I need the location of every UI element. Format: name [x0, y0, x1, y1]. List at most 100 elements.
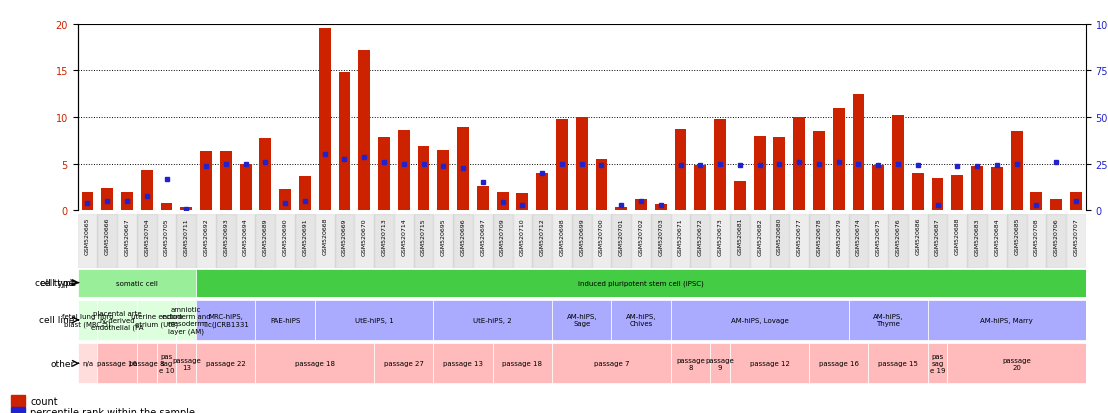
Text: GSM520680: GSM520680 [777, 217, 782, 255]
Text: passage 22: passage 22 [206, 361, 246, 366]
FancyBboxPatch shape [493, 344, 552, 383]
Text: GSM520708: GSM520708 [1034, 217, 1039, 255]
Text: MRC-hiPS,
Tic(JCRB1331: MRC-hiPS, Tic(JCRB1331 [203, 313, 249, 327]
Bar [730, 215, 750, 268]
Bar [433, 215, 453, 268]
Text: GSM520673: GSM520673 [718, 217, 722, 255]
Text: passage 18: passage 18 [295, 361, 335, 366]
Bar [789, 215, 809, 268]
Text: GSM520676: GSM520676 [895, 217, 901, 255]
Text: GSM520707: GSM520707 [1074, 217, 1078, 255]
Bar [869, 215, 889, 268]
Bar [615, 208, 627, 211]
Text: AM-hiPS, Lovage: AM-hiPS, Lovage [731, 317, 789, 323]
Bar [1046, 215, 1066, 268]
Text: GSM520691: GSM520691 [302, 217, 307, 255]
Bar [733, 182, 746, 211]
Text: count: count [31, 396, 58, 406]
FancyBboxPatch shape [176, 300, 196, 340]
Bar [513, 215, 532, 268]
Bar [1066, 215, 1086, 268]
Bar [137, 215, 156, 268]
Bar [1030, 192, 1043, 211]
Text: AM-hiPS,
Thyme: AM-hiPS, Thyme [873, 313, 903, 327]
Text: GSM520697: GSM520697 [481, 217, 485, 255]
Bar [912, 173, 924, 211]
Text: GSM520714: GSM520714 [401, 217, 407, 255]
Text: AM-hiPS,
Chives: AM-hiPS, Chives [626, 313, 656, 327]
Bar [932, 178, 944, 211]
FancyBboxPatch shape [433, 344, 493, 383]
FancyBboxPatch shape [869, 344, 927, 383]
Text: GDS3842 / 15493: GDS3842 / 15493 [88, 0, 201, 1]
Bar [770, 215, 789, 268]
Bar [295, 215, 315, 268]
Bar [438, 150, 449, 211]
Bar [398, 131, 410, 211]
Text: passage
8: passage 8 [676, 357, 705, 370]
FancyBboxPatch shape [927, 344, 947, 383]
Bar [315, 215, 335, 268]
FancyBboxPatch shape [98, 344, 137, 383]
Text: GSM520675: GSM520675 [875, 217, 881, 255]
Text: GSM520679: GSM520679 [837, 217, 841, 255]
FancyBboxPatch shape [78, 344, 98, 383]
Bar [393, 215, 413, 268]
Bar [82, 192, 93, 211]
Text: passage 16: passage 16 [98, 361, 137, 366]
Bar [453, 215, 473, 268]
Text: GSM520706: GSM520706 [1054, 217, 1058, 255]
FancyBboxPatch shape [137, 300, 176, 340]
FancyBboxPatch shape [196, 269, 1086, 297]
Bar [378, 138, 390, 211]
FancyBboxPatch shape [927, 300, 1086, 340]
Bar [833, 109, 844, 211]
Bar [493, 215, 513, 268]
Text: uterine endom
etrium (UtE): uterine endom etrium (UtE) [131, 313, 183, 327]
Text: passage
9: passage 9 [706, 357, 735, 370]
Text: AM-hiPS,
Sage: AM-hiPS, Sage [566, 313, 597, 327]
Bar [872, 166, 884, 211]
FancyBboxPatch shape [315, 300, 433, 340]
Bar [987, 215, 1007, 268]
Bar [141, 171, 153, 211]
Text: passage 16: passage 16 [819, 361, 859, 366]
Bar [612, 215, 632, 268]
FancyBboxPatch shape [947, 344, 1086, 383]
Bar [532, 215, 552, 268]
Bar [117, 215, 137, 268]
Bar [319, 29, 330, 211]
Text: GSM520687: GSM520687 [935, 217, 940, 255]
Bar [773, 137, 786, 211]
Bar [670, 215, 690, 268]
Bar [991, 168, 1003, 211]
Bar [335, 215, 355, 268]
FancyBboxPatch shape [256, 300, 315, 340]
Text: GSM520684: GSM520684 [994, 217, 999, 255]
Bar [536, 173, 548, 211]
Text: GSM520678: GSM520678 [817, 217, 821, 255]
Bar [11, 396, 24, 406]
Bar [750, 215, 770, 268]
Text: GSM520688: GSM520688 [955, 217, 960, 255]
Bar [852, 95, 864, 211]
Bar [216, 215, 236, 268]
Text: amniotic
ectoderm and
mesoderm
layer (AM): amniotic ectoderm and mesoderm layer (AM… [162, 306, 211, 334]
Bar [947, 215, 967, 268]
Bar [275, 215, 295, 268]
Bar [256, 215, 275, 268]
Bar [690, 215, 710, 268]
Bar [849, 215, 869, 268]
Text: somatic cell: somatic cell [116, 280, 157, 286]
Bar [299, 176, 311, 211]
FancyBboxPatch shape [710, 344, 730, 383]
Bar [556, 120, 568, 211]
Bar [793, 118, 806, 211]
Text: passage 13: passage 13 [443, 361, 483, 366]
Text: GSM520692: GSM520692 [204, 217, 208, 255]
Text: GSM520671: GSM520671 [678, 217, 683, 255]
FancyBboxPatch shape [670, 344, 710, 383]
Text: cell type: cell type [35, 278, 74, 287]
Bar [11, 407, 24, 413]
Bar [1010, 132, 1023, 211]
